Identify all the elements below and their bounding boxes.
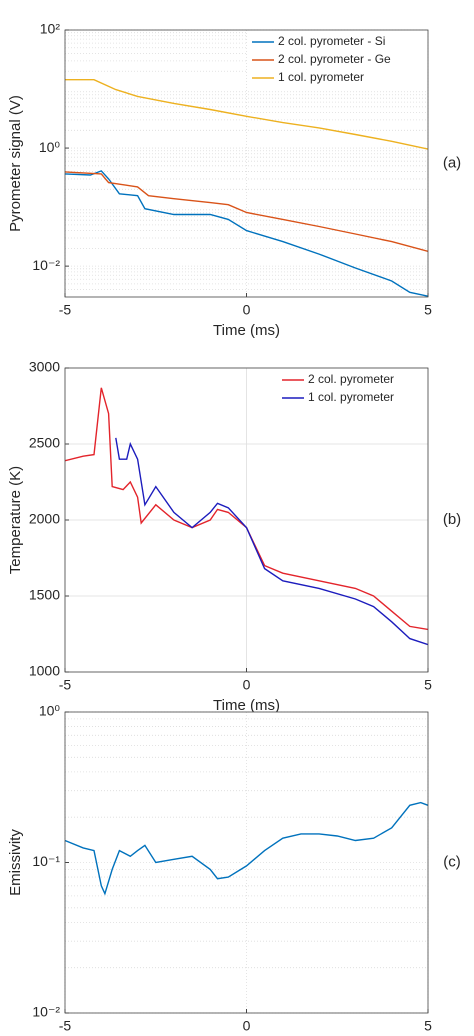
y-axis-label: Temperature (K) [7, 466, 24, 574]
panel-label: (a) [443, 154, 461, 171]
legend-label: 2 col. pyrometer - Si [278, 34, 385, 48]
y-tick-label: 2500 [29, 435, 60, 451]
series-line [65, 79, 428, 150]
y-tick-label: 1500 [29, 587, 60, 603]
series-line [65, 171, 428, 252]
series-line [65, 170, 428, 297]
y-tick-label: 10⁰ [39, 139, 61, 155]
x-tick-label: 0 [243, 677, 251, 693]
legend-label: 2 col. pyrometer [308, 372, 394, 386]
y-tick-label: 10² [40, 21, 61, 37]
y-tick-label: 1000 [29, 663, 60, 679]
panel-label: (b) [443, 511, 461, 528]
x-tick-label: 0 [243, 1018, 251, 1034]
y-tick-label: 10⁻¹ [32, 853, 60, 869]
series-line [115, 437, 428, 646]
x-tick-label: -5 [59, 677, 72, 693]
x-tick-label: 5 [424, 1018, 432, 1034]
axes-box [64, 367, 429, 673]
x-tick-label: 5 [424, 677, 432, 693]
y-axis-label: Emissivity [7, 829, 24, 896]
y-tick-label: 10⁰ [39, 703, 61, 719]
y-tick-label: 10⁻² [32, 257, 60, 273]
axes-box [64, 29, 429, 298]
x-axis-label: Time (ms) [213, 322, 280, 339]
axes-box [64, 711, 429, 1014]
x-tick-label: 5 [424, 302, 432, 318]
legend-box [248, 31, 427, 91]
y-tick-label: 10⁻² [32, 1004, 60, 1020]
legend-label: 2 col. pyrometer - Ge [278, 52, 391, 66]
legend-label: 1 col. pyrometer [278, 70, 364, 84]
y-tick-label: 3000 [29, 359, 60, 375]
x-tick-label: 0 [243, 302, 251, 318]
x-axis-label: Time (ms) [213, 697, 280, 714]
panel-label: (c) [443, 853, 461, 870]
x-tick-label: -5 [59, 1018, 72, 1034]
legend-label: 1 col. pyrometer [308, 390, 394, 404]
legend-box [278, 369, 427, 411]
y-tick-label: 2000 [29, 511, 60, 527]
series-line [65, 801, 428, 896]
y-axis-label: Pyrometer signal (V) [7, 95, 24, 232]
x-tick-label: -5 [59, 302, 72, 318]
